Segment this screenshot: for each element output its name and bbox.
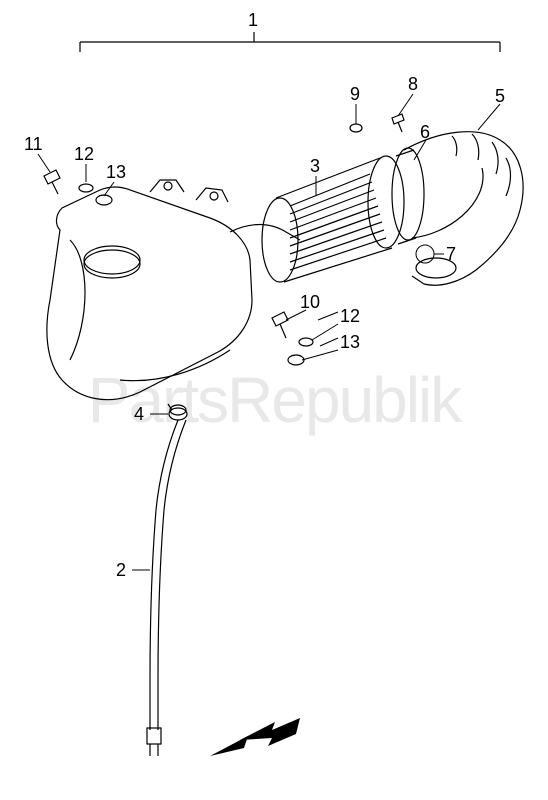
air-filter-element: [262, 156, 404, 282]
callout-8: 8: [408, 74, 418, 95]
callout-9: 9: [350, 84, 360, 105]
callout-10: 10: [300, 292, 320, 313]
callout-11: 11: [24, 134, 43, 155]
air-outlet-tube: [392, 132, 523, 286]
parts-diagram: [0, 0, 548, 800]
drain-hose: [147, 420, 186, 756]
hardware-top-right: [350, 114, 404, 132]
hardware-lower: [272, 312, 338, 365]
callout-7-circle: [416, 245, 434, 263]
hardware-top-left: [44, 170, 112, 205]
callout-1: 1: [248, 10, 258, 31]
callout-12b: 12: [340, 306, 360, 327]
direction-arrow: [210, 718, 300, 756]
callout-2: 2: [116, 560, 126, 581]
callout-4: 4: [134, 404, 144, 425]
air-cleaner-case: [47, 180, 300, 415]
callout-6: 6: [420, 122, 430, 143]
callout-3: 3: [310, 156, 320, 177]
callout-5: 5: [495, 86, 505, 107]
callout-13a: 13: [106, 162, 126, 183]
callout-1-bracket: [80, 32, 500, 52]
callout-7: 7: [446, 244, 456, 265]
diagram-svg: [0, 0, 548, 800]
callout-12a: 12: [74, 144, 94, 165]
callout-13b: 13: [340, 332, 360, 353]
